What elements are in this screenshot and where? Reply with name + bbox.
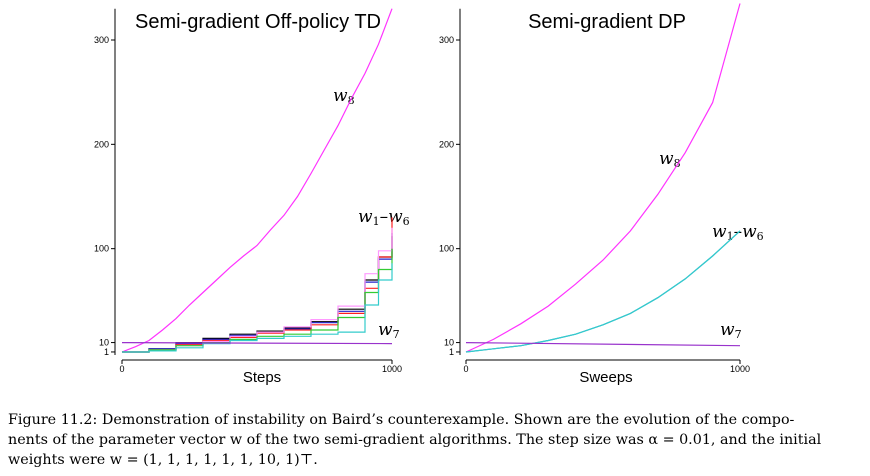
td-panel: Semi-gradient Off-policy TD Steps w8 w1–… (94, 8, 410, 386)
td-y-tick-label-100: 100 (94, 244, 109, 254)
dp-x-axis-label: Sweeps (579, 369, 632, 386)
dp-w7-label: w7 (720, 320, 742, 341)
td-x-tick-label-1000: 1000 (382, 364, 402, 374)
dp-y-tick-label-1: 1 (449, 347, 454, 357)
td-x-axis-label: Steps (243, 369, 281, 386)
dp-x-tick-label-0: 0 (463, 364, 468, 374)
dp-y-tick-label-200: 200 (439, 139, 454, 149)
dp-series-line-2 (465, 230, 741, 353)
dp-x-tick-label-1000: 1000 (730, 364, 750, 374)
dp-series-line-0 (465, 3, 741, 353)
dp-y-tick-label-100: 100 (439, 244, 454, 254)
dp-chart-title: Semi-gradient DP (528, 11, 686, 33)
td-series-line-5 (122, 248, 393, 353)
td-series-line-7 (121, 342, 393, 345)
td-x-tick-label-0: 0 (119, 364, 124, 374)
caption-line-1: Figure 11.2: Demonstration of instabilit… (8, 412, 795, 428)
figure-caption: Figure 11.2: Demonstration of instabilit… (8, 410, 864, 470)
dp-y-tick-label-10: 10 (444, 338, 454, 348)
dp-y-tick-label-300: 300 (439, 35, 454, 45)
td-series-line-0 (121, 8, 393, 353)
td-y-tick-label-200: 200 (94, 139, 109, 149)
td-y-tick-label-10: 10 (99, 338, 109, 348)
td-series-line-6 (122, 263, 393, 353)
td-chart-title: Semi-gradient Off-policy TD (135, 11, 381, 33)
td-series-line-4 (122, 227, 393, 353)
dp-series-line-1 (465, 230, 741, 353)
caption-line-3: weights were w = (1, 1, 1, 1, 1, 1, 10, … (8, 452, 318, 468)
td-w7-label: w7 (378, 320, 400, 341)
td-y-tick-label-300: 300 (94, 35, 109, 45)
td-y-tick-label-1: 1 (104, 347, 109, 357)
dp-series-line-3 (465, 342, 741, 347)
td-w8-label: w8 (333, 86, 355, 107)
dp-w8-label: w8 (659, 149, 681, 170)
caption-line-2: nents of the parameter vector w of the t… (8, 432, 822, 448)
dp-panel: Semi-gradient DP Sweeps w8 w1–w6 w7 1101… (439, 3, 764, 386)
td-w1-w6-label: w1–w6 (358, 207, 410, 228)
